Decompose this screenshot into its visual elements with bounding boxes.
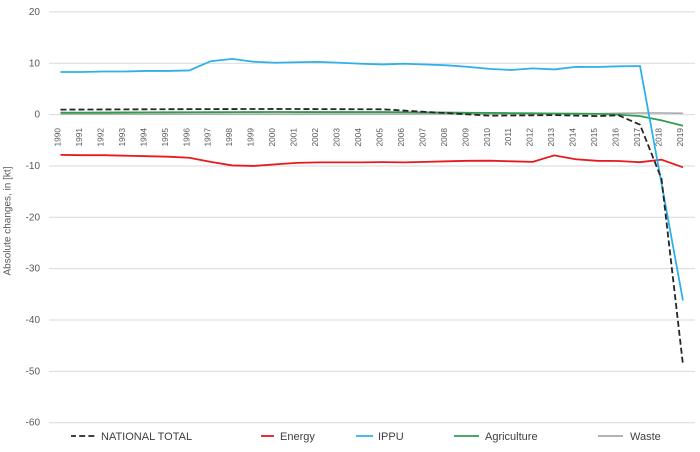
svg-text:2016: 2016 <box>611 128 621 147</box>
svg-text:-10: -10 <box>26 161 41 172</box>
svg-text:2005: 2005 <box>374 128 384 147</box>
svg-text:-20: -20 <box>26 212 41 223</box>
svg-text:1997: 1997 <box>203 128 213 147</box>
svg-text:2004: 2004 <box>353 128 363 147</box>
svg-text:IPPU: IPPU <box>378 431 404 443</box>
svg-text:2002: 2002 <box>310 128 320 147</box>
svg-text:-30: -30 <box>26 264 41 275</box>
svg-text:Waste: Waste <box>630 431 661 443</box>
svg-text:1995: 1995 <box>160 128 170 147</box>
svg-text:2017: 2017 <box>632 128 642 147</box>
svg-text:0: 0 <box>34 110 40 121</box>
svg-text:2013: 2013 <box>546 128 556 147</box>
svg-text:2019: 2019 <box>675 128 685 147</box>
svg-text:1990: 1990 <box>52 128 62 147</box>
svg-text:2001: 2001 <box>289 128 299 147</box>
svg-text:2007: 2007 <box>417 128 427 147</box>
svg-text:-50: -50 <box>26 366 41 377</box>
svg-text:2006: 2006 <box>396 128 406 147</box>
svg-text:2010: 2010 <box>482 128 492 147</box>
svg-text:1994: 1994 <box>138 128 148 147</box>
svg-text:1998: 1998 <box>224 128 234 147</box>
svg-text:1999: 1999 <box>246 128 256 147</box>
svg-text:Agriculture: Agriculture <box>485 431 538 443</box>
svg-text:2011: 2011 <box>503 128 513 146</box>
svg-text:2018: 2018 <box>654 128 664 147</box>
svg-text:20: 20 <box>29 7 41 18</box>
svg-text:2000: 2000 <box>267 128 277 147</box>
svg-text:1996: 1996 <box>181 128 191 147</box>
svg-text:2014: 2014 <box>568 128 578 147</box>
svg-text:2008: 2008 <box>439 128 449 147</box>
svg-text:2015: 2015 <box>589 128 599 147</box>
svg-text:1991: 1991 <box>74 128 84 147</box>
svg-text:10: 10 <box>29 58 41 69</box>
svg-text:1992: 1992 <box>95 128 105 147</box>
svg-text:2003: 2003 <box>332 128 342 147</box>
svg-text:2012: 2012 <box>525 128 535 147</box>
svg-text:NATIONAL TOTAL: NATIONAL TOTAL <box>101 431 192 443</box>
svg-text:Energy: Energy <box>280 431 315 443</box>
svg-text:-40: -40 <box>26 315 41 326</box>
svg-text:-60: -60 <box>26 418 41 429</box>
svg-text:2009: 2009 <box>460 128 470 147</box>
svg-text:1993: 1993 <box>117 128 127 147</box>
